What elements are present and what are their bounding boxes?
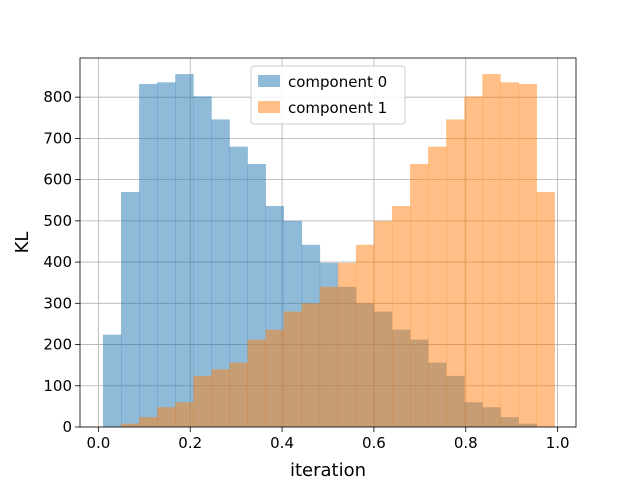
y-tick-label: 400 — [43, 253, 72, 271]
histogram-bar-series-1 — [283, 311, 303, 427]
y-tick-label: 200 — [43, 336, 72, 354]
y-tick-label: 300 — [43, 294, 72, 312]
y-tick-label: 600 — [43, 171, 72, 189]
y-tick-label: 0 — [62, 418, 72, 436]
legend-label: component 0 — [288, 73, 387, 91]
histogram-bar-series-1 — [265, 329, 284, 427]
histogram-bar-series-1 — [482, 74, 501, 427]
axis-ticks: 0.0 0.2 0.4 0.6 0.8 1.0 0 100 200 300 400 500 600 700… — [43, 88, 569, 452]
histogram-bar-series-1 — [391, 206, 411, 427]
histogram-bar-series-0 — [193, 96, 212, 427]
legend-box — [250, 65, 406, 125]
y-tick-label: 800 — [43, 88, 72, 106]
histogram-bar-series-0 — [175, 74, 194, 427]
histogram-bar-series-1 — [319, 286, 339, 427]
histogram-bar-series-1 — [211, 369, 230, 427]
histogram-bar-series-1 — [410, 163, 429, 427]
histogram-bar-series-0 — [139, 83, 158, 427]
legend-label: component 1 — [288, 99, 387, 117]
histogram-bar-series-1 — [301, 303, 321, 427]
x-tick-label: 0.2 — [178, 434, 202, 452]
histogram-bar-series-1 — [337, 262, 357, 427]
histogram-bar-series-0 — [102, 334, 122, 427]
histogram-bar-series-1 — [428, 146, 447, 427]
histogram-bars — [102, 74, 555, 428]
histogram-bar-series-1 — [139, 417, 158, 427]
histogram-bar-series-1 — [355, 244, 375, 427]
histogram-bar-series-1 — [446, 119, 465, 428]
histogram-bar-series-1 — [193, 375, 212, 427]
histogram-bar-series-1 — [536, 191, 555, 427]
x-tick-label: 1.0 — [546, 434, 570, 452]
histogram-bar-series-0 — [121, 191, 140, 427]
histogram-bar-series-1 — [229, 362, 248, 427]
histogram-bar-series-0 — [157, 82, 176, 428]
histogram-bar-series-1 — [121, 423, 140, 427]
histogram-bar-series-1 — [247, 339, 266, 427]
histogram-bar-series-1 — [500, 82, 519, 428]
legend-swatch — [258, 75, 280, 87]
x-tick-label: 0.4 — [270, 434, 294, 452]
x-tick-label: 0.6 — [362, 434, 386, 452]
x-tick-label: 0.8 — [454, 434, 478, 452]
histogram-bar-series-1 — [175, 402, 194, 427]
y-axis-title: KL — [12, 232, 33, 254]
histogram-bar-series-0 — [211, 119, 230, 428]
histogram-bar-series-1 — [373, 220, 393, 427]
legend-swatch — [258, 101, 280, 113]
histogram-bar-series-0 — [229, 146, 248, 427]
x-axis-title: iteration — [290, 460, 366, 480]
y-tick-label: 100 — [43, 377, 72, 395]
axes-frame — [79, 57, 577, 428]
histogram-bar-series-1 — [157, 407, 176, 427]
legend: component 0 component 1 — [250, 65, 406, 125]
y-tick-label: 500 — [43, 212, 72, 230]
y-tick-label: 700 — [43, 129, 72, 147]
histogram-bar-series-1 — [464, 96, 483, 427]
histogram-bar-series-1 — [518, 83, 537, 427]
x-tick-label: 0.0 — [86, 434, 110, 452]
plot-frame — [79, 57, 577, 428]
